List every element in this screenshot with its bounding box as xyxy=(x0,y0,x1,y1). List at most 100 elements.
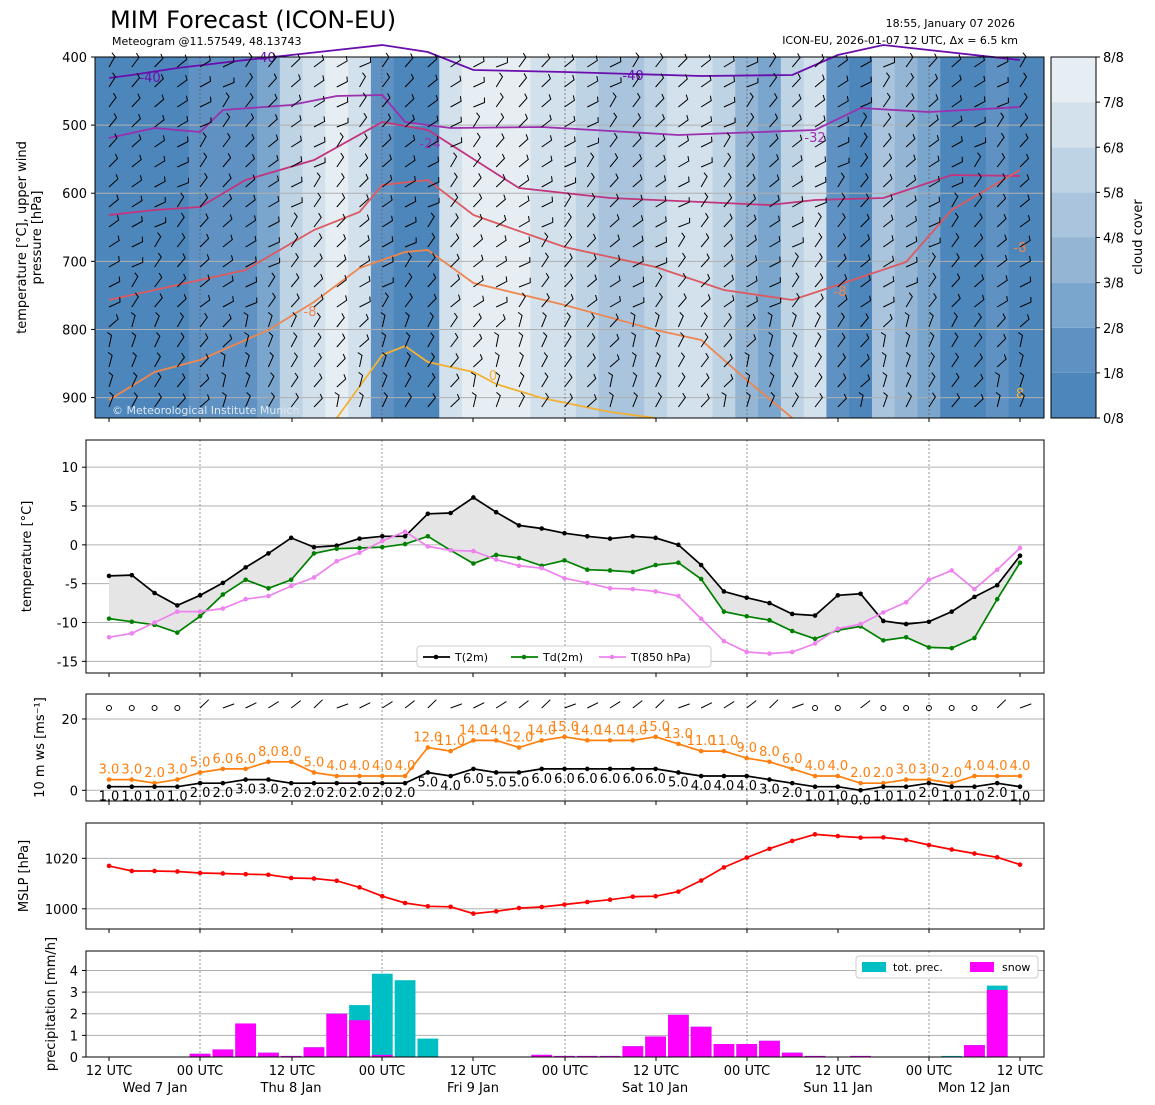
wind-barb xyxy=(951,156,964,168)
wind-barb xyxy=(586,213,596,228)
data-point xyxy=(881,780,886,786)
data-point xyxy=(106,777,112,782)
wind-barb xyxy=(974,332,983,348)
data-point xyxy=(949,568,954,573)
snow-bar xyxy=(759,1040,780,1057)
data-point xyxy=(584,567,590,573)
wind-barb xyxy=(860,254,871,268)
wind-barb xyxy=(131,352,137,368)
total-precip-bar xyxy=(371,973,393,1057)
data-point xyxy=(402,534,408,539)
wind-barb xyxy=(746,57,759,68)
wind-barb xyxy=(632,215,644,228)
mean-wind-label: 6.0 xyxy=(531,772,552,787)
wind-barb xyxy=(564,273,574,288)
data-point xyxy=(197,770,203,775)
wind-barb xyxy=(518,236,531,248)
wind-barb xyxy=(245,392,251,408)
wind-barb xyxy=(814,273,824,288)
data-point xyxy=(812,773,818,779)
mean-wind-label: 4.0 xyxy=(440,779,461,794)
wind-barb xyxy=(905,392,912,408)
wind-barb xyxy=(723,274,734,288)
wind-barb xyxy=(951,293,961,308)
data-point xyxy=(562,530,567,536)
wind-barb xyxy=(951,74,962,88)
wind-barb xyxy=(381,392,388,408)
wind-barb xyxy=(518,73,528,88)
wind-barb xyxy=(313,373,323,388)
legend-label-snow: snow xyxy=(1002,961,1030,974)
wind-barb xyxy=(792,237,804,248)
wind-barb xyxy=(267,332,274,348)
data-point xyxy=(858,621,863,627)
wind-barb xyxy=(1019,153,1030,168)
gust-value-label: 13.0 xyxy=(664,727,693,742)
wind-barb xyxy=(1019,372,1025,388)
wind-barb xyxy=(517,312,523,328)
data-point xyxy=(630,738,636,743)
wind-barb xyxy=(791,332,798,348)
wind-barb xyxy=(518,174,530,188)
surface-wind-barb xyxy=(792,703,804,709)
wind-barb xyxy=(108,153,119,168)
wind-barb xyxy=(268,73,278,88)
data-point xyxy=(721,638,727,644)
wind-barb xyxy=(268,154,279,168)
wind-barb xyxy=(837,157,850,168)
gust-value-label: 11.0 xyxy=(709,734,738,749)
wind-barb xyxy=(905,154,916,168)
wind-barb xyxy=(427,352,436,368)
data-point xyxy=(721,773,727,779)
wind-barb xyxy=(518,154,529,168)
snow-bar xyxy=(189,1053,211,1057)
data-point xyxy=(152,620,157,625)
wind-barb xyxy=(609,234,620,248)
data-point xyxy=(562,575,567,581)
wind-barb xyxy=(632,174,643,188)
cloud-cover-column xyxy=(188,57,212,418)
x-day-label: Mon 12 Jan xyxy=(938,1081,1010,1096)
wind-barb xyxy=(564,95,575,108)
y-tick-label: 400 xyxy=(62,51,87,66)
gust-value-label: 4.0 xyxy=(1010,759,1031,774)
mslp-point xyxy=(767,846,772,852)
mslp-point xyxy=(129,868,135,874)
data-point xyxy=(266,586,271,591)
mslp-point xyxy=(812,832,818,837)
snow-bar xyxy=(622,1046,644,1057)
data-point xyxy=(653,562,658,568)
isotherm-label: -40 xyxy=(139,71,160,86)
snow-bar xyxy=(235,1023,257,1057)
data-point xyxy=(288,583,294,589)
wind-barb xyxy=(632,276,645,288)
data-point xyxy=(562,766,567,772)
wind-barb xyxy=(495,92,504,108)
wind-barb xyxy=(268,53,277,68)
wind-barb xyxy=(404,312,410,328)
wind-barb xyxy=(905,215,917,228)
wind-barb xyxy=(245,297,258,308)
mslp-point xyxy=(676,889,681,894)
mslp-point xyxy=(334,878,340,884)
colorbar-tick-label: 1/8 xyxy=(1103,367,1124,382)
wind-barb xyxy=(290,156,303,168)
cloud-cover-column xyxy=(302,57,326,418)
wind-barb xyxy=(359,72,367,88)
data-point xyxy=(129,572,135,578)
temperature-ylabel: temperature [°C] xyxy=(20,501,35,613)
y-tick-label: 900 xyxy=(62,392,87,407)
wind-barb xyxy=(723,254,734,268)
data-point xyxy=(903,784,909,790)
calm-wind-marker xyxy=(174,705,181,711)
wind-barb xyxy=(495,194,506,208)
wind-barb xyxy=(632,153,643,168)
x-tick-label: 00 UTC xyxy=(542,1064,588,1079)
data-point xyxy=(607,568,613,573)
wind-barb xyxy=(245,235,257,248)
wind-barb xyxy=(518,372,525,388)
surface-wind-barb xyxy=(1019,703,1032,709)
wind-barb xyxy=(131,216,143,228)
cloud-cover-column xyxy=(507,57,531,418)
wind-barb xyxy=(587,117,599,128)
